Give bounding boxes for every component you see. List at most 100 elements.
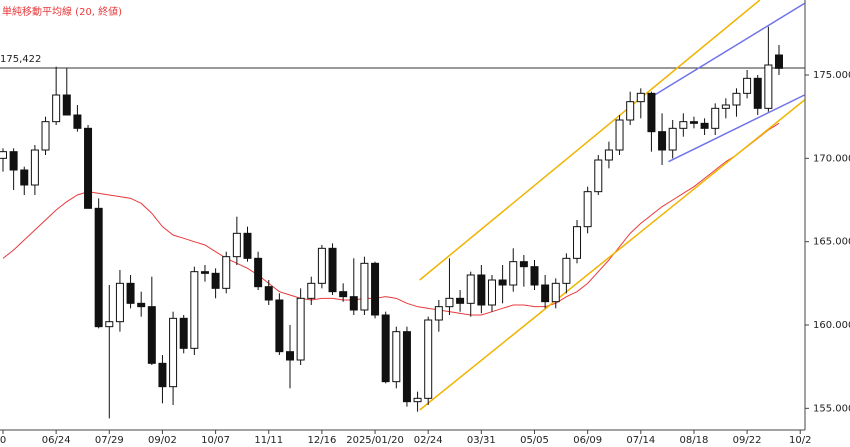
candle-body	[402, 331, 411, 403]
candle-body	[179, 317, 188, 349]
candle-body	[126, 282, 135, 304]
candle-body	[604, 149, 613, 161]
candle-body	[286, 351, 295, 361]
candle-body	[147, 306, 156, 364]
legend-label: 単純移動平均線 (20, 終値)	[2, 5, 122, 18]
candle-body	[573, 226, 582, 259]
candle-body	[392, 331, 401, 383]
candle-body	[200, 271, 209, 274]
trend-line	[419, 0, 761, 281]
candle-body	[530, 266, 539, 286]
candle-body	[0, 151, 7, 159]
candle-body	[190, 271, 199, 349]
candle-body	[73, 114, 82, 129]
candle-body	[647, 92, 656, 133]
candle-body	[115, 282, 124, 323]
candle-body	[20, 169, 29, 186]
x-tick-label: 11/11	[254, 435, 283, 446]
candle-body	[711, 107, 720, 129]
candle-body	[679, 121, 688, 129]
x-tick-label: 12/16	[307, 435, 336, 446]
candle-body	[254, 257, 263, 288]
candle-body	[519, 261, 528, 268]
candle-body	[456, 297, 465, 304]
candle-body	[445, 297, 454, 308]
candle-body	[317, 247, 326, 284]
candle-body	[264, 286, 273, 301]
candle-body	[551, 282, 560, 303]
candle-body	[487, 279, 496, 306]
candle-body	[434, 306, 443, 321]
candle-body	[626, 101, 635, 121]
candle-body	[424, 319, 433, 399]
y-tick-label: 170.000	[813, 153, 850, 164]
candle-body	[275, 299, 284, 353]
trend-line	[668, 94, 805, 163]
x-tick-label: 09/22	[733, 435, 762, 446]
candle-body	[52, 94, 61, 123]
x-tick-label: 05/05	[520, 435, 549, 446]
candle-body	[413, 397, 422, 403]
candle-body	[498, 279, 507, 286]
candle-body	[700, 122, 709, 129]
x-tick-label: 10/2	[789, 435, 811, 446]
candle-body	[211, 272, 220, 289]
x-tick-label: 03/31	[467, 435, 496, 446]
x-tick-label: 07/14	[626, 435, 655, 446]
candle-body	[243, 232, 252, 259]
candle-body	[753, 77, 762, 109]
candle-body	[62, 94, 71, 116]
candle-body	[658, 131, 667, 151]
candle-body	[41, 121, 50, 151]
candle-body	[222, 256, 231, 289]
candle-body	[594, 159, 603, 193]
candle-body	[541, 284, 550, 303]
candle-body	[328, 247, 337, 293]
candle-body	[764, 64, 773, 109]
y-tick-label: 160.000	[813, 320, 850, 331]
candle-body	[583, 191, 592, 228]
candle-body	[339, 291, 348, 298]
x-tick-label: 06/24	[42, 435, 71, 446]
y-tick-label: 155.000	[813, 403, 850, 414]
trend-line	[419, 99, 805, 411]
x-tick-label: 07/29	[95, 435, 124, 446]
candle-body	[774, 54, 783, 69]
candle-body	[615, 119, 624, 151]
y-tick-label: 165.000	[813, 237, 850, 248]
candle-body	[84, 127, 93, 209]
candle-body	[307, 282, 316, 299]
candle-body	[158, 362, 167, 388]
candle-body	[105, 321, 114, 328]
candle-body	[381, 314, 390, 383]
candle-body	[232, 232, 241, 258]
candle-body	[169, 317, 178, 388]
x-tick-label: 02/24	[414, 435, 443, 446]
candle-body	[636, 92, 645, 103]
price-line-label: 175,422	[0, 54, 41, 65]
candle-body	[30, 149, 39, 186]
x-tick-label: 10/07	[201, 435, 230, 446]
candle-body	[371, 262, 380, 316]
candle-body	[466, 274, 475, 304]
candle-body	[296, 297, 305, 361]
candle-body	[562, 257, 571, 284]
candle-body	[509, 261, 518, 286]
y-tick-label: 175.000	[813, 70, 850, 81]
candle-body	[349, 296, 358, 311]
candle-body	[137, 302, 146, 308]
candle-body	[689, 121, 698, 124]
moving-average	[2, 122, 780, 316]
x-tick-label: 2025/01/20	[346, 435, 404, 446]
candle-body	[9, 151, 18, 171]
x-tick-label: 06/09	[573, 435, 602, 446]
x-tick-label: 0	[0, 435, 6, 446]
x-tick-label: 09/02	[148, 435, 177, 446]
candle-body	[743, 77, 752, 94]
trend-line	[654, 2, 805, 96]
candle-body	[732, 92, 741, 106]
candle-body	[477, 274, 486, 306]
x-tick-label: 08/18	[680, 435, 709, 446]
